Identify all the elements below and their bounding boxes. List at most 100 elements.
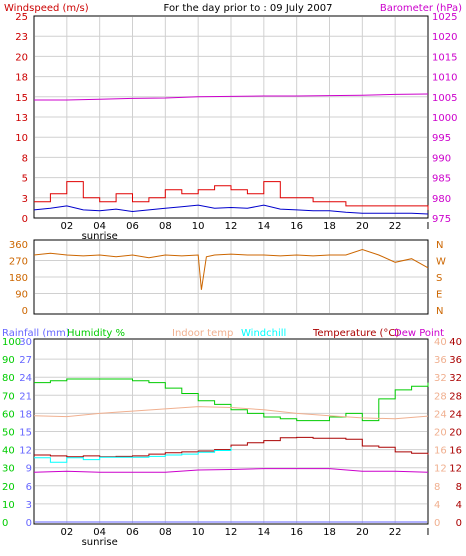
- sunrise-label: sunrise: [82, 231, 118, 242]
- x-tick-label: 14: [257, 527, 270, 538]
- barometer-tick-label: 995: [432, 133, 451, 144]
- rain-tick-label: 15: [19, 428, 32, 439]
- x-tick-label: 12: [225, 527, 238, 538]
- x-tick-label: 04: [93, 527, 106, 538]
- indoor-tick-label: 20: [434, 428, 447, 439]
- temperature-tick-label: 0: [456, 518, 462, 529]
- x-tick-label: 10: [192, 527, 205, 538]
- rain-tick-label: 21: [19, 391, 32, 402]
- wind-tick-label: 23: [15, 32, 28, 43]
- indoor-tick-label: 12: [434, 464, 447, 475]
- rain-tick-label: 6: [26, 482, 32, 493]
- barometer-tick-label: 1015: [432, 52, 457, 63]
- humidity-tick-label: 30: [2, 464, 15, 475]
- windchill-line: [34, 447, 232, 463]
- rain-tick-label: 30: [19, 337, 32, 348]
- direction-tick-label: 270: [9, 257, 28, 268]
- legend-dew-point: Dew Point: [394, 328, 444, 339]
- x-tick-label: 08: [159, 221, 172, 232]
- barometer-tick-label: 1010: [432, 73, 457, 84]
- humidity-tick-label: 20: [2, 482, 15, 493]
- wind-tick-label: 10: [15, 133, 28, 144]
- x-tick-label: 18: [323, 527, 336, 538]
- rain-tick-label: 3: [26, 500, 32, 511]
- wind-average-line: [33, 204, 429, 215]
- indoor-tick-label: 28: [434, 391, 447, 402]
- humidity-tick-label: 60: [2, 409, 15, 420]
- wind-tick-label: 8: [22, 153, 28, 164]
- barometer-axis-title: Barometer (hPa): [380, 3, 462, 14]
- temperature-tick-label: 8: [456, 482, 462, 493]
- wind-tick-label: 5: [22, 174, 28, 185]
- barometer-tick-label: 985: [432, 174, 451, 185]
- x-tick-label: 22: [389, 527, 402, 538]
- x-tick-label: 04: [93, 221, 106, 232]
- temperature-tick-label: 36: [449, 355, 462, 366]
- compass-tick-label: E: [436, 290, 442, 301]
- humidity-tick-label: 90: [2, 355, 15, 366]
- x-tick-label: 18: [323, 221, 336, 232]
- indoor-tick-label: 0: [434, 518, 440, 529]
- direction-tick-label: 90: [15, 290, 28, 301]
- x-tick-label: 16: [290, 527, 303, 538]
- chart-title: For the day prior to : 09 July 2007: [164, 3, 333, 14]
- rain-tick-label: 0: [26, 518, 32, 529]
- wind-tick-label: 13: [15, 113, 28, 124]
- barometer-line: [34, 93, 429, 101]
- barometer-tick-label: 990: [432, 153, 451, 164]
- x-tick-label: 02: [60, 221, 73, 232]
- indoor-tick-label: 8: [434, 482, 440, 493]
- wind-gust-line: [34, 181, 429, 210]
- barometer-tick-label: 1020: [432, 32, 457, 43]
- humidity-tick-label: 40: [2, 446, 15, 457]
- indoor-tick-label: 4: [434, 500, 440, 511]
- temperature-tick-label: 24: [449, 409, 462, 420]
- x-tick-label: 12: [225, 221, 238, 232]
- compass-tick-label: W: [436, 257, 446, 268]
- temperature-tick-label: 4: [456, 500, 462, 511]
- x-tick-label: 06: [126, 221, 139, 232]
- compass-tick-label: S: [436, 273, 442, 284]
- x-tick-label: 08: [159, 527, 172, 538]
- legend-windchill: Windchill: [241, 328, 286, 339]
- temperature-tick-label: 28: [449, 391, 462, 402]
- barometer-tick-label: 1005: [432, 93, 457, 104]
- direction-tick-label: 180: [9, 273, 28, 284]
- indoor-tick-label: 24: [434, 409, 447, 420]
- humidity-tick-label: 10: [2, 500, 15, 511]
- legend-rainfall: Rainfall (mm): [2, 328, 70, 339]
- x-tick-label: I: [427, 527, 430, 538]
- temperature-tick-label: 20: [449, 428, 462, 439]
- humidity-tick-label: 80: [2, 373, 15, 384]
- rain-tick-label: 18: [19, 409, 32, 420]
- x-tick-label: 06: [126, 527, 139, 538]
- compass-tick-label: N: [436, 306, 443, 317]
- rain-tick-label: 12: [19, 446, 32, 457]
- legend-temperature: Temperature (°C): [312, 328, 399, 339]
- humidity-line: [34, 378, 429, 422]
- barometer-tick-label: 975: [432, 214, 451, 225]
- temperature-tick-label: 16: [449, 446, 462, 457]
- humidity-tick-label: 0: [2, 518, 8, 529]
- wind-direction-line: [33, 248, 429, 290]
- indoor-tick-label: 32: [434, 373, 447, 384]
- rain-tick-label: 9: [26, 464, 32, 475]
- x-tick-label: 20: [356, 221, 369, 232]
- x-tick-label: I: [427, 221, 430, 232]
- humidity-tick-label: 50: [2, 428, 15, 439]
- x-tick-label: 16: [290, 221, 303, 232]
- temperature-tick-label: 32: [449, 373, 462, 384]
- temperature-tick-label: 12: [449, 464, 462, 475]
- wind-tick-label: 15: [15, 93, 28, 104]
- sunrise-label: sunrise: [82, 537, 118, 548]
- legend-humidity: Humidity %: [67, 328, 125, 339]
- wind-tick-label: 3: [22, 194, 28, 205]
- temperature-tick-label: 40: [449, 337, 462, 348]
- x-tick-label: 02: [60, 527, 73, 538]
- humidity-tick-label: 100: [2, 337, 21, 348]
- rain-tick-label: 24: [19, 373, 32, 384]
- x-tick-label: 10: [192, 221, 205, 232]
- wind-tick-label: 0: [22, 214, 28, 225]
- wind-tick-label: 25: [15, 12, 28, 23]
